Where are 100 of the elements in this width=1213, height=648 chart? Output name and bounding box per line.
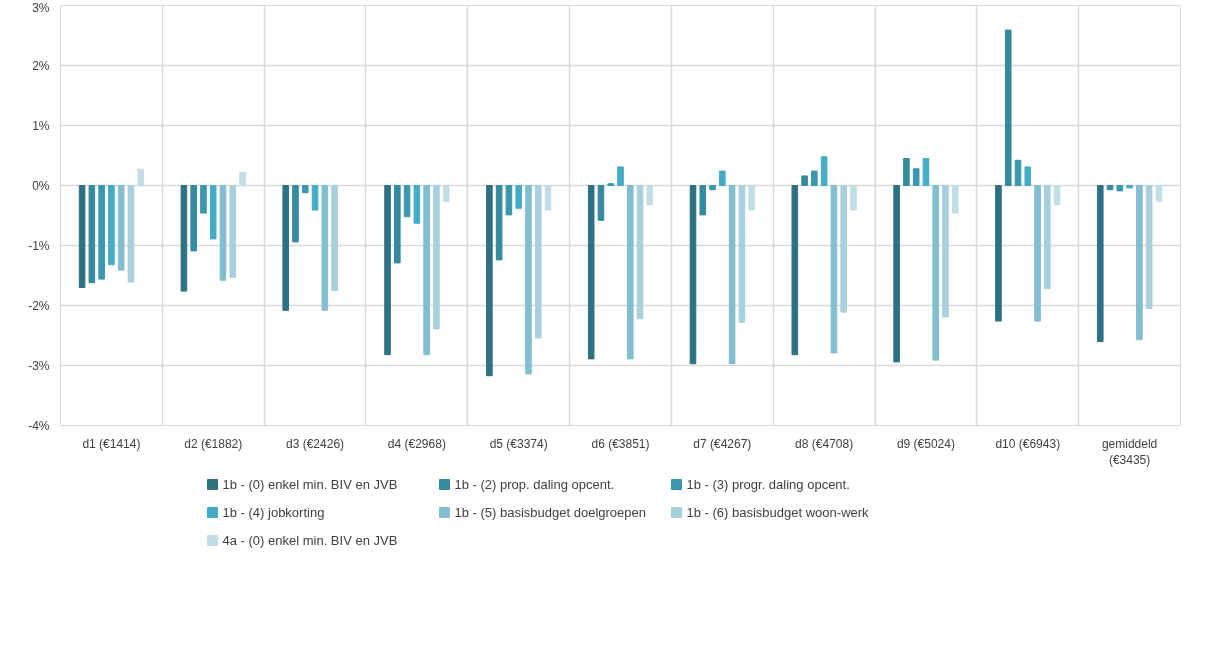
y-tick-label: 1%: [32, 118, 50, 133]
bar: [1034, 185, 1041, 322]
bar: [229, 185, 237, 278]
bar: [534, 185, 542, 339]
bar: [1004, 29, 1012, 186]
bar: [200, 185, 207, 214]
bar: [748, 185, 755, 211]
bar: [1145, 185, 1153, 309]
bar: [738, 185, 746, 323]
y-tick-label: -1%: [28, 238, 50, 253]
x-tick-label: d10 (€6943): [995, 436, 1061, 451]
bar: [384, 185, 391, 356]
bar: [840, 185, 847, 313]
bar: [525, 185, 532, 375]
bar: [801, 175, 808, 186]
bar: [78, 185, 86, 288]
legend-label: 1b - (5) basisbudget doelgroepen: [454, 505, 647, 520]
bar: [850, 185, 857, 211]
bar: [1126, 185, 1133, 189]
bar: [394, 185, 401, 264]
bar: [331, 185, 338, 291]
x-tick-label: d1 (€1414): [82, 436, 141, 451]
bar: [912, 168, 920, 186]
bar: [403, 185, 411, 218]
legend-label: 1b - (6) basisbudget woon-werk: [686, 505, 870, 520]
legend-label: 1b - (4) jobkorting: [222, 505, 325, 520]
bar: [108, 185, 115, 266]
bar: [219, 185, 227, 281]
bar: [903, 158, 910, 186]
x-tick-label: d6 (€3851): [591, 436, 650, 451]
bar: [1155, 185, 1163, 202]
bar: [505, 185, 513, 216]
bar: [1014, 159, 1022, 186]
x-tick-label: gemiddeld (€3435): [1101, 436, 1158, 468]
bar: [137, 168, 145, 186]
bar: [791, 185, 799, 356]
bar: [922, 158, 930, 186]
bar: [321, 185, 329, 311]
bar: [515, 185, 522, 209]
bar: [942, 185, 949, 318]
bar: [209, 185, 217, 240]
legend-label: 1b - (0) enkel min. BIV en JVB: [222, 477, 398, 492]
bar: [597, 185, 605, 221]
bar: [1116, 185, 1124, 192]
bar: [239, 171, 246, 186]
x-tick-label: d2 (€1882): [184, 436, 243, 451]
bar: [1106, 185, 1114, 191]
bar: [311, 185, 319, 211]
x-tick-label: d8 (€4708): [795, 436, 854, 451]
bar: [626, 185, 634, 360]
bar: [486, 185, 493, 377]
bar: [699, 185, 707, 216]
bar: [951, 185, 959, 214]
y-tick-label: -3%: [28, 358, 50, 373]
legend-label: 1b - (3) progr. daling opcent.: [686, 477, 850, 492]
bar: [587, 185, 595, 360]
y-tick-label: 2%: [32, 58, 50, 73]
legend-label: 1b - (2) prop. daling opcent.: [454, 477, 615, 492]
bar: [495, 185, 503, 261]
x-tick-label: d7 (€4267): [693, 436, 752, 451]
x-tick-label: d5 (€3374): [489, 436, 548, 451]
bar: [1053, 185, 1061, 206]
bar: [728, 185, 736, 365]
bar: [995, 185, 1002, 322]
bar: [1044, 185, 1051, 290]
bar: [282, 185, 290, 311]
x-tick-label: d3 (€2426): [286, 436, 345, 451]
bar: [1096, 185, 1104, 342]
x-tick-label: d4 (€2968): [387, 436, 446, 451]
bar: [617, 166, 624, 186]
bar: [433, 185, 440, 330]
bar: [301, 185, 309, 194]
bar: [1136, 185, 1143, 341]
bar: [709, 185, 716, 191]
bar: [646, 185, 654, 206]
bar: [117, 185, 125, 271]
bar: [98, 185, 105, 280]
y-tick-label: -4%: [28, 418, 50, 433]
bar: [180, 185, 188, 292]
bar: [292, 185, 299, 243]
legend-label: 4a - (0) enkel min. BIV en JVB: [222, 533, 398, 548]
bar: [719, 170, 726, 186]
bar: [442, 185, 450, 203]
bar: [190, 185, 197, 252]
bar: [893, 185, 900, 363]
bar: [820, 156, 828, 186]
bar: [830, 185, 838, 354]
bar: [1024, 166, 1032, 186]
bar: [88, 185, 96, 284]
x-tick-label: d9 (€5024): [896, 436, 955, 451]
bar: [689, 185, 697, 365]
bar: [811, 170, 818, 186]
y-tick-label: -2%: [28, 298, 50, 313]
bar: [127, 185, 135, 283]
bar: [932, 185, 940, 361]
y-tick-label: 0%: [32, 178, 50, 193]
bar: [423, 185, 430, 356]
bar: [544, 185, 552, 211]
y-tick-label: 3%: [32, 0, 50, 15]
bar: [413, 185, 421, 224]
